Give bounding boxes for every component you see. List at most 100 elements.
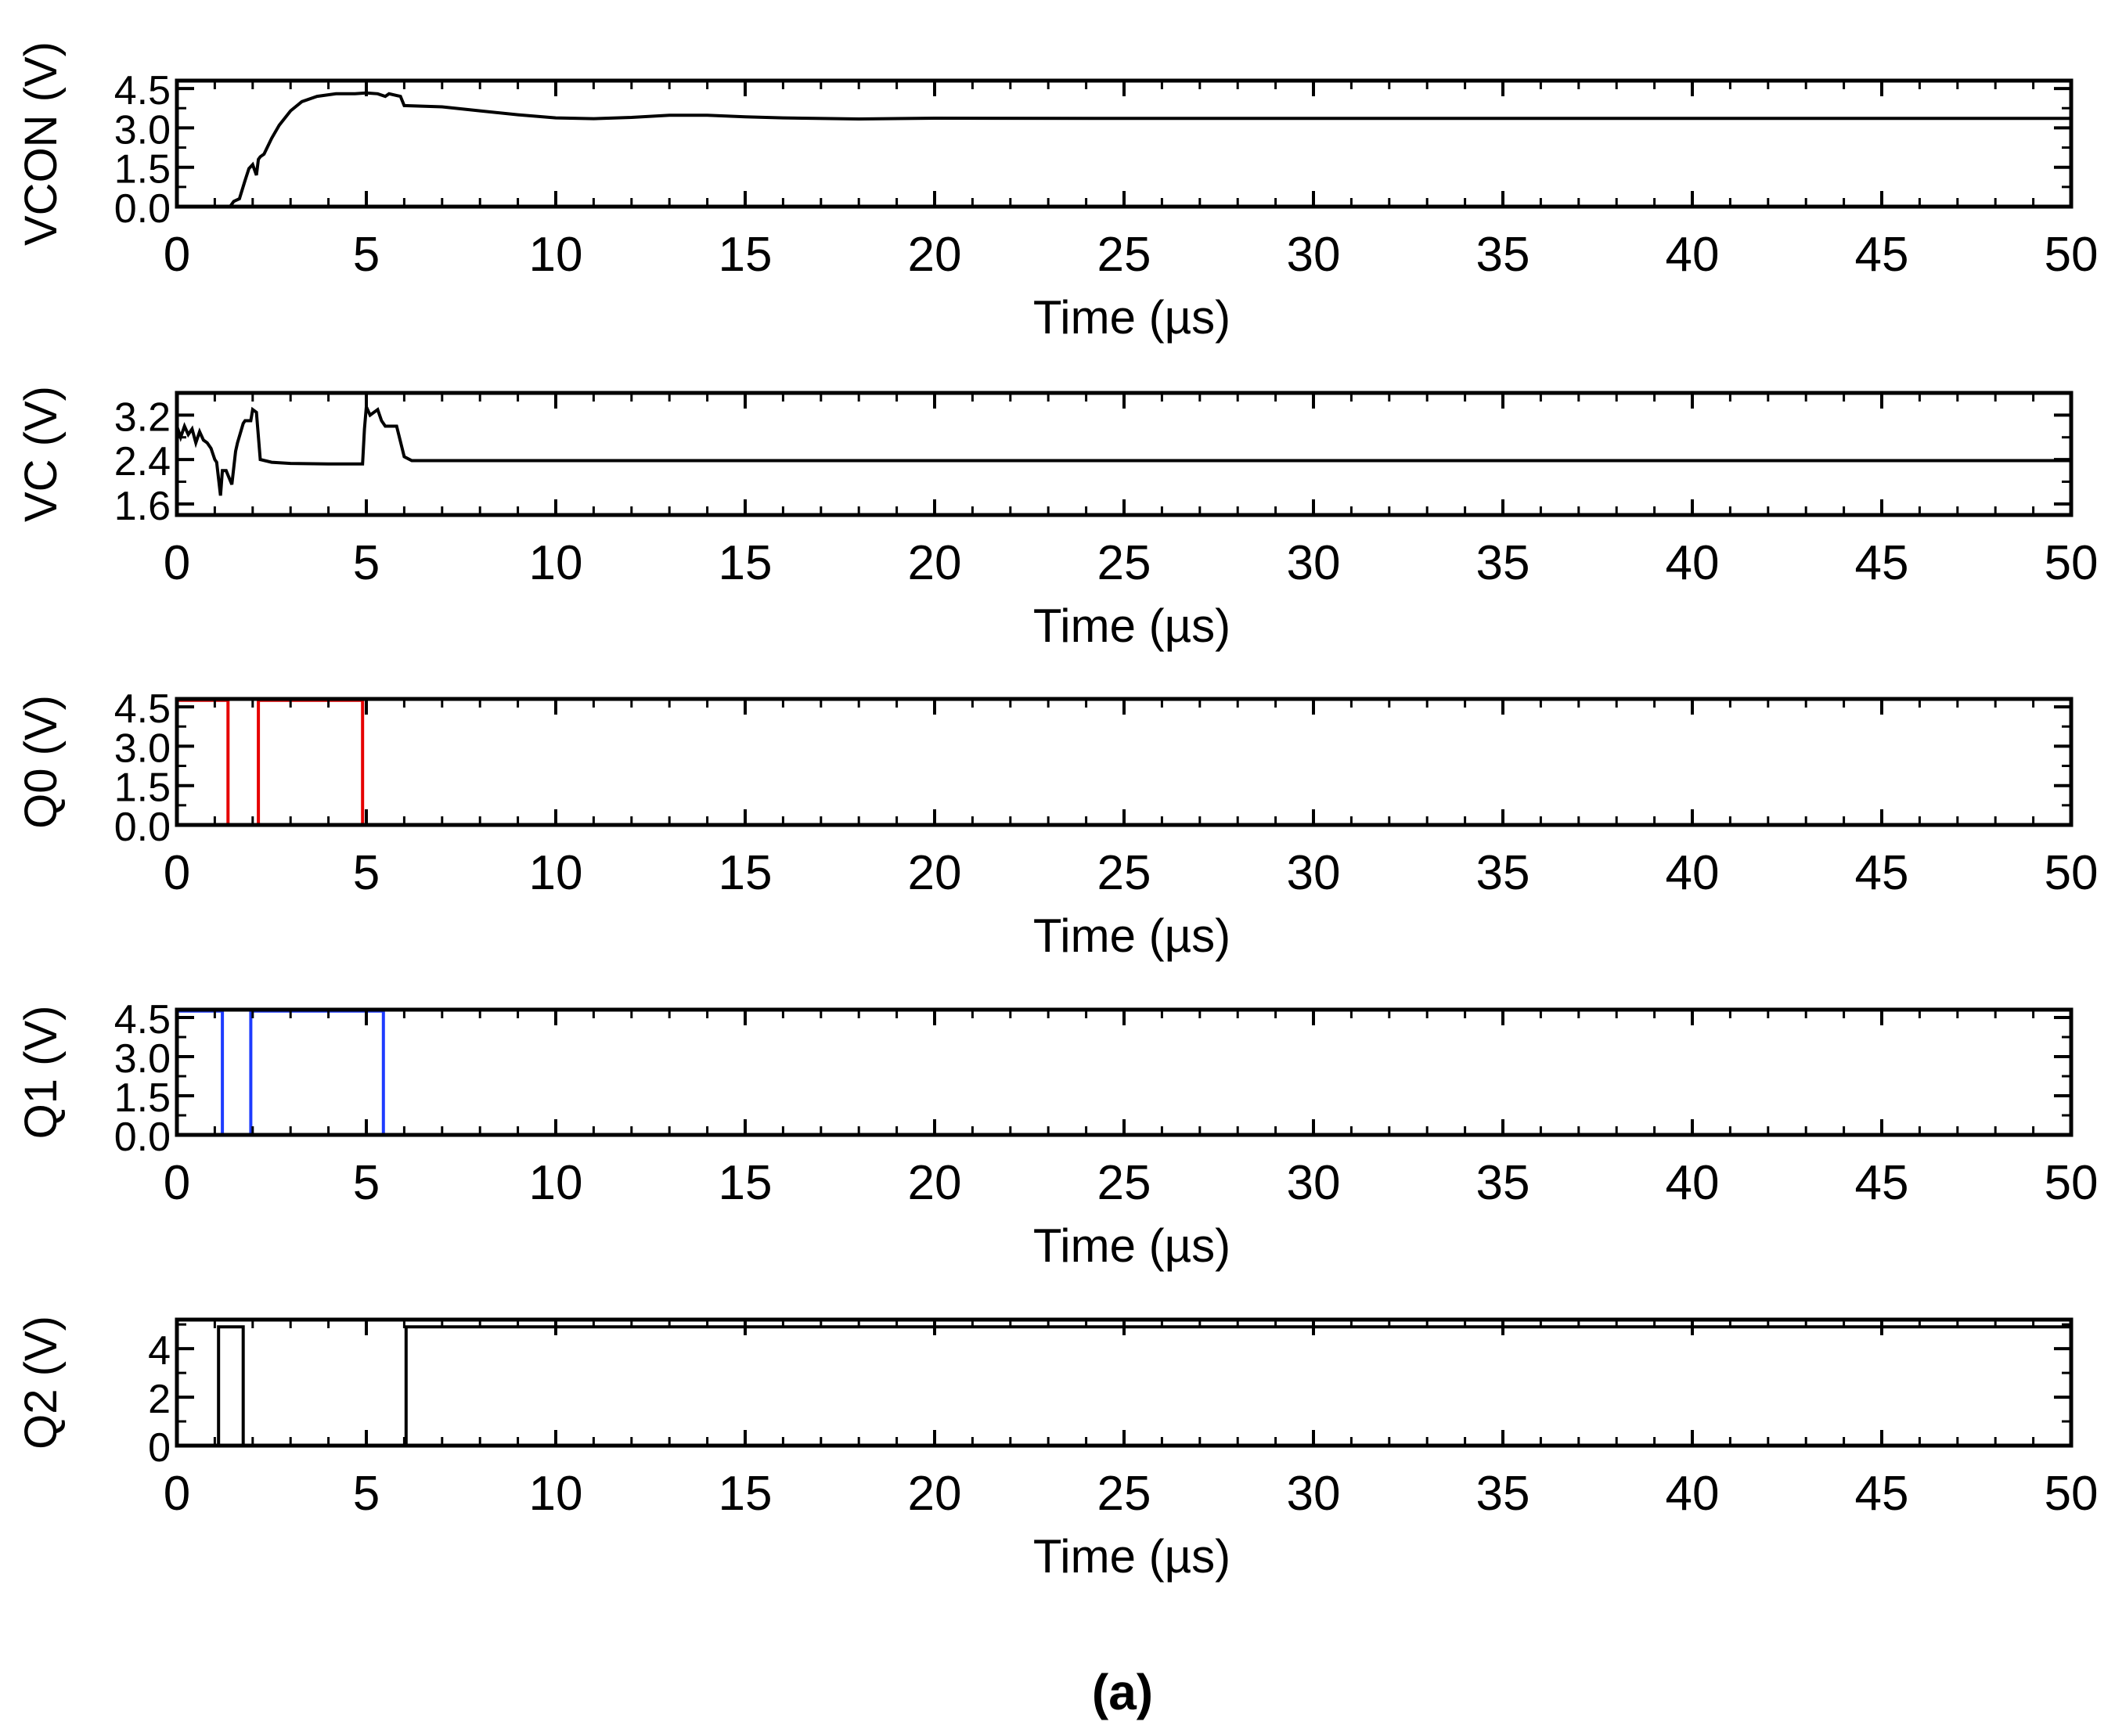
x-tick-label: 35: [1476, 1467, 1530, 1521]
y-tick-label: 4.5: [114, 997, 171, 1043]
x-tick-label: 40: [1666, 536, 1720, 590]
series-line-1: [177, 1009, 2071, 1136]
x-tick-label: 30: [1287, 536, 1341, 590]
y-tick-label: 1.5: [114, 1075, 171, 1121]
x-tick-label: 5: [353, 846, 380, 900]
x-tick-label: 35: [1476, 228, 1530, 282]
x-tick-label: 15: [719, 1156, 773, 1210]
x-tick-label: 45: [1855, 536, 1909, 590]
x-tick-label: 15: [719, 846, 773, 900]
x-tick-label: 10: [529, 1156, 583, 1210]
x-tick-label: 0: [164, 536, 190, 590]
x-tick-label: 45: [1855, 228, 1909, 282]
x-tick-label: 50: [2045, 536, 2099, 590]
y-tick-label: 0.0: [114, 805, 171, 850]
series-line-1: [177, 91, 2071, 208]
x-tick-label: 15: [719, 1467, 773, 1521]
x-tick-label: 20: [908, 846, 962, 900]
y-axis-label: Q0 (V): [16, 695, 67, 829]
x-tick-label: 10: [529, 536, 583, 590]
y-tick-label: 0: [148, 1425, 171, 1471]
y-tick-label: 3.0: [114, 107, 171, 153]
plot-frame: [175, 78, 2074, 209]
y-tick-label: 1.6: [114, 484, 171, 529]
y-tick-label: 1.5: [114, 765, 171, 811]
x-axis-label: Time (µs): [1033, 291, 1230, 344]
x-tick-label: 30: [1287, 1156, 1341, 1210]
x-tick-label: 5: [353, 1467, 380, 1521]
x-tick-label: 15: [719, 536, 773, 590]
x-tick-label: 45: [1855, 1467, 1909, 1521]
x-tick-label: 0: [164, 846, 190, 900]
y-axis-label: VC (V): [16, 386, 67, 522]
y-tick-label: 1.5: [114, 147, 171, 193]
x-tick-label: 45: [1855, 1156, 1909, 1210]
y-tick-label: 2: [148, 1377, 171, 1422]
x-tick-label: 30: [1287, 228, 1341, 282]
x-tick-label: 5: [353, 1156, 380, 1210]
x-tick-label: 30: [1287, 846, 1341, 900]
x-tick-label: 40: [1666, 1156, 1720, 1210]
subplot-3: 0 5 10 15 20 25 30 35 40 45 50 0.01.53.04.5 Time (µs…: [16, 686, 2098, 962]
x-tick-label: 25: [1097, 228, 1151, 282]
subplot-4: 0 5 10 15 20 25 30 35 40 45 50 0.01.53.04.5 Time (µs…: [16, 997, 2098, 1272]
series-line-1: [177, 1325, 2071, 1447]
plot-frame: [175, 1317, 2074, 1448]
series-line-1: [175, 400, 2071, 496]
x-tick-label: 35: [1476, 1156, 1530, 1210]
x-tick-label: 40: [1666, 1467, 1720, 1521]
x-tick-label: 20: [908, 1156, 962, 1210]
y-tick-label: 0.0: [114, 1115, 171, 1160]
x-tick-label: 25: [1097, 1467, 1151, 1521]
x-tick-label: 0: [164, 1156, 190, 1210]
y-axis-label: Q2 (V): [16, 1316, 67, 1450]
x-axis-label: Time (µs): [1033, 909, 1230, 962]
y-tick-label: 3.0: [114, 1036, 171, 1082]
x-tick-label: 45: [1855, 846, 1909, 900]
plot-frame: [175, 697, 2074, 827]
x-tick-label: 30: [1287, 1467, 1341, 1521]
x-tick-label: 20: [908, 536, 962, 590]
plot-frame: [175, 1007, 2074, 1137]
x-tick-label: 0: [164, 228, 190, 282]
x-tick-label: 50: [2045, 228, 2099, 282]
subplot-1: 0 5 10 15 20 25 30 35 40 45 50 0.01.53.04.5 Time (µs…: [16, 41, 2098, 344]
figure-caption: (a): [1092, 1664, 1153, 1720]
y-tick-label: 3.0: [114, 726, 171, 771]
y-tick-label: 4.5: [114, 68, 171, 113]
x-tick-label: 25: [1097, 536, 1151, 590]
x-axis-label: Time (µs): [1033, 1219, 1230, 1272]
x-tick-label: 10: [529, 228, 583, 282]
series-line-1: [177, 698, 2071, 827]
y-tick-label: 0.0: [114, 186, 171, 232]
plot-frame: [175, 391, 2074, 517]
x-tick-label: 50: [2045, 1156, 2099, 1210]
x-tick-label: 10: [529, 846, 583, 900]
y-axis-label: VCON (V): [16, 41, 67, 246]
y-tick-label: 2.4: [114, 439, 171, 484]
y-tick-label: 4.5: [114, 686, 171, 732]
x-tick-label: 20: [908, 228, 962, 282]
x-tick-label: 50: [2045, 1467, 2099, 1521]
x-tick-label: 25: [1097, 1156, 1151, 1210]
x-tick-label: 5: [353, 536, 380, 590]
x-tick-label: 15: [719, 228, 773, 282]
x-tick-label: 10: [529, 1467, 583, 1521]
x-tick-label: 0: [164, 1467, 190, 1521]
x-tick-label: 35: [1476, 536, 1530, 590]
x-tick-label: 50: [2045, 846, 2099, 900]
x-axis-label: Time (µs): [1033, 600, 1230, 652]
x-tick-label: 20: [908, 1467, 962, 1521]
x-tick-label: 25: [1097, 846, 1151, 900]
y-tick-label: 4: [148, 1328, 171, 1374]
x-tick-label: 5: [353, 228, 380, 282]
subplot-2: 0 5 10 15 20 25 30 35 40 45 50 1.62.43.2 Time (µs) VC…: [16, 386, 2098, 652]
x-tick-label: 40: [1666, 228, 1720, 282]
x-tick-label: 40: [1666, 846, 1720, 900]
y-tick-label: 3.2: [114, 394, 171, 440]
x-axis-label: Time (µs): [1033, 1530, 1230, 1583]
y-axis-label: Q1 (V): [16, 1006, 67, 1140]
